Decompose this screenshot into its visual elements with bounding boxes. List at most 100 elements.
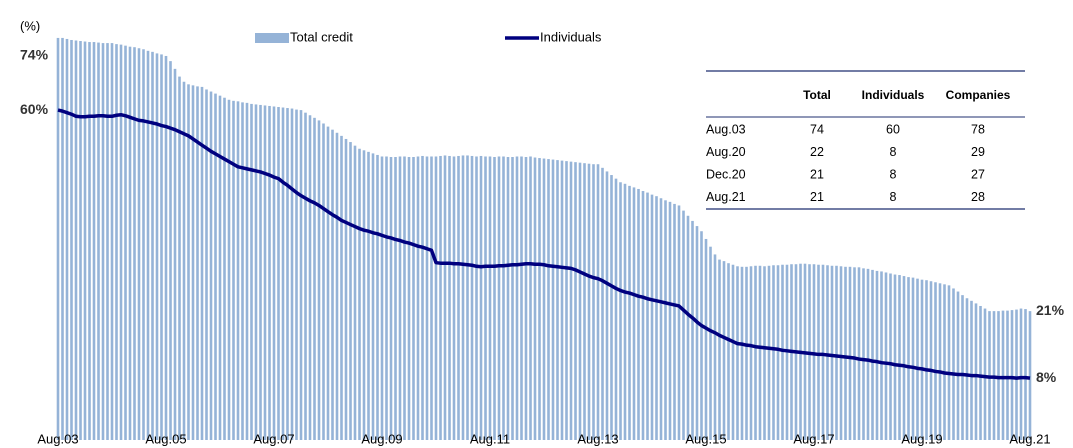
bar [470, 155, 474, 440]
bar [479, 155, 483, 440]
bar [524, 157, 528, 440]
bar [268, 105, 271, 440]
x-tick-label: Aug.05 [145, 431, 186, 446]
bar [893, 274, 897, 440]
bar [619, 182, 622, 440]
bar [650, 194, 654, 440]
bar [232, 100, 235, 441]
x-tick-label: Aug.11 [470, 431, 510, 446]
bar [515, 156, 519, 440]
bar [236, 101, 240, 440]
bar [137, 48, 141, 440]
table-cell: 28 [971, 190, 985, 204]
bar [722, 261, 726, 440]
bar [839, 266, 843, 440]
bar [124, 45, 127, 441]
bar [344, 138, 348, 440]
bar [907, 277, 910, 440]
bar [497, 156, 501, 440]
bar [889, 273, 892, 440]
bar [709, 246, 712, 440]
bar [763, 266, 766, 440]
bar [65, 38, 69, 440]
bar [718, 259, 721, 440]
bar [227, 99, 231, 441]
table-header: Companies [946, 88, 1011, 102]
bar [299, 110, 303, 440]
bar [902, 276, 906, 440]
table-cell: 29 [971, 145, 985, 159]
bar [169, 61, 172, 440]
bar [749, 266, 753, 440]
bar [425, 156, 429, 440]
bar [281, 107, 285, 441]
legend-swatch [255, 33, 289, 43]
bar [160, 54, 163, 441]
bar [686, 215, 690, 440]
bar [511, 157, 514, 440]
bar [443, 155, 447, 440]
bar [502, 156, 505, 440]
x-tick-label: Aug.21 [1009, 431, 1050, 446]
bar [416, 156, 420, 440]
bar [79, 41, 82, 441]
bar [250, 103, 253, 441]
table-header: Total [803, 88, 831, 102]
bar [916, 278, 919, 440]
bar [182, 81, 186, 440]
bar [925, 280, 928, 440]
bar [457, 155, 460, 440]
bar [434, 156, 438, 440]
bar [754, 265, 757, 440]
bar [308, 115, 312, 440]
bar [938, 283, 942, 440]
bar [313, 117, 316, 440]
bar [326, 126, 330, 440]
bar [673, 203, 676, 440]
bar [133, 47, 136, 440]
bar [214, 93, 217, 440]
bar [1015, 309, 1018, 440]
x-tick-label: Aug.17 [793, 431, 834, 446]
bar [398, 156, 402, 440]
value-label: 8% [1036, 369, 1057, 385]
bar [173, 68, 177, 440]
bar [1024, 309, 1027, 440]
bar [295, 109, 298, 440]
bar [1028, 311, 1032, 440]
bar [745, 266, 748, 440]
bar [862, 268, 865, 440]
bar [335, 132, 339, 440]
bar [448, 155, 451, 440]
bar [835, 265, 838, 440]
bar [682, 210, 685, 440]
bar [821, 264, 825, 440]
bar [389, 157, 393, 440]
bar [947, 285, 951, 440]
line [57, 108, 1031, 380]
bar [668, 201, 672, 440]
bar [583, 163, 586, 441]
bar [164, 55, 168, 440]
value-label: 74% [20, 47, 49, 63]
bar [556, 160, 559, 440]
bar [664, 200, 667, 440]
bar [385, 156, 388, 440]
bar [407, 157, 411, 440]
bar [781, 264, 784, 440]
bar [151, 51, 154, 440]
table-cell: 21 [810, 190, 824, 204]
bar [565, 161, 568, 440]
bar [578, 162, 582, 440]
legend-label: Individuals [540, 29, 602, 44]
bar [614, 178, 618, 440]
bar [542, 158, 546, 441]
bar [727, 263, 730, 440]
bar [412, 157, 415, 440]
bar [367, 151, 370, 440]
bar [187, 84, 190, 441]
bar [466, 155, 469, 440]
bar [200, 86, 204, 441]
bar [929, 281, 933, 440]
